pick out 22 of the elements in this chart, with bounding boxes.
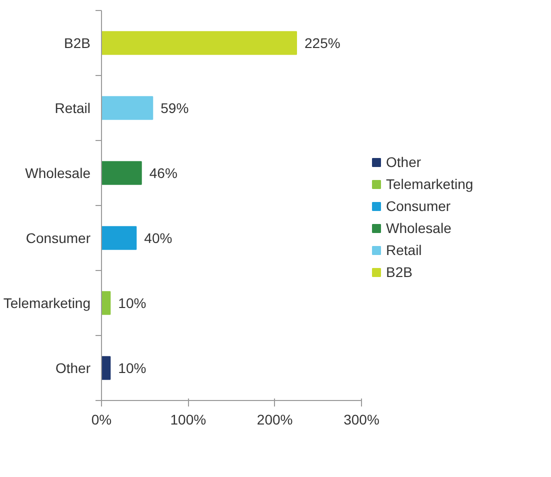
data-label: 40%: [144, 230, 172, 246]
data-label: 10%: [118, 295, 146, 311]
legend-label: Consumer: [386, 198, 451, 214]
y-tick-label: Wholesale: [25, 165, 91, 181]
data-label: 46%: [149, 165, 178, 181]
y-tick-label: Consumer: [26, 230, 91, 246]
y-tick-label: Telemarketing: [3, 295, 91, 311]
data-label: 225%: [304, 35, 340, 51]
y-tick-label: Other: [55, 360, 91, 376]
legend-label: B2B: [386, 264, 412, 280]
x-tick-label: 100%: [170, 412, 206, 428]
legend-label: Wholesale: [386, 220, 452, 236]
legend-label: Other: [386, 154, 422, 170]
legend-label: Retail: [386, 242, 422, 258]
y-tick-label: Retail: [54, 100, 91, 116]
data-label: 59%: [160, 100, 189, 116]
x-tick-label: 0%: [91, 412, 112, 428]
data-label: 10%: [118, 360, 146, 376]
x-tick-label: 200%: [256, 412, 293, 428]
x-tick-label: 300%: [344, 412, 380, 428]
y-tick-label: B2B: [64, 35, 91, 51]
legend-label: Telemarketing: [386, 176, 474, 192]
